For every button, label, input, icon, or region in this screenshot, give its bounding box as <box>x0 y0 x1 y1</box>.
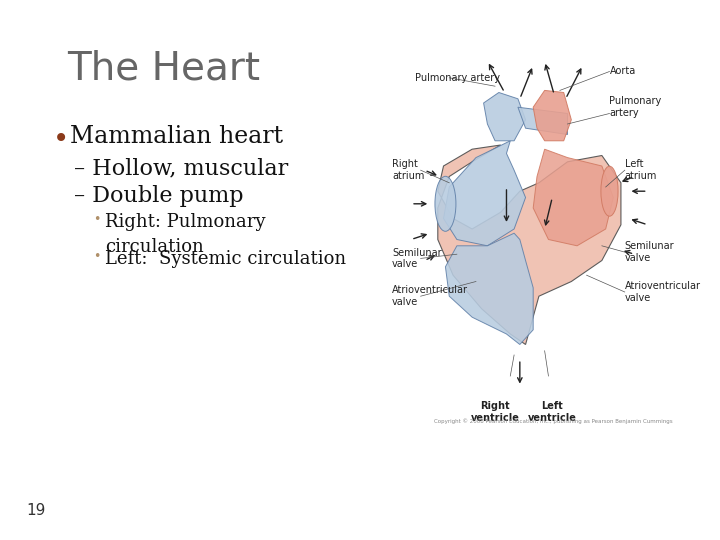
Polygon shape <box>446 233 534 345</box>
Text: Right
ventricle: Right ventricle <box>471 401 519 423</box>
Ellipse shape <box>601 166 618 216</box>
Text: Right: Pulmonary
circulation: Right: Pulmonary circulation <box>105 213 266 256</box>
Text: Copyright © 2008 Pearson Education, Inc., publishing as Pearson Benjamin Cumming: Copyright © 2008 Pearson Education, Inc.… <box>434 418 672 424</box>
Text: Atrioventricular
valve: Atrioventricular valve <box>625 281 701 303</box>
Ellipse shape <box>435 176 456 231</box>
Text: Semilunar
valve: Semilunar valve <box>392 248 441 269</box>
Polygon shape <box>444 141 526 246</box>
Polygon shape <box>518 107 567 134</box>
Text: Left
ventricle: Left ventricle <box>528 401 577 423</box>
Text: •: • <box>53 125 68 153</box>
Text: Left:  Systemic circulation: Left: Systemic circulation <box>105 250 346 268</box>
Text: – Double pump: – Double pump <box>74 185 244 207</box>
Text: The Heart: The Heart <box>67 50 260 88</box>
Text: Mammalian heart: Mammalian heart <box>70 125 283 148</box>
Polygon shape <box>534 149 613 246</box>
Text: – Hollow, muscular: – Hollow, muscular <box>74 157 289 179</box>
Polygon shape <box>534 90 572 141</box>
Text: 19: 19 <box>27 503 46 518</box>
Text: •: • <box>94 250 101 263</box>
Text: Aorta: Aorta <box>610 66 636 77</box>
Text: Left
atrium: Left atrium <box>625 159 657 181</box>
Text: Semilunar
valve: Semilunar valve <box>625 241 675 263</box>
Text: •: • <box>94 213 101 226</box>
FancyBboxPatch shape <box>0 0 690 540</box>
Text: Pulmonary artery: Pulmonary artery <box>415 73 500 83</box>
Polygon shape <box>484 92 526 141</box>
Text: Right
atrium: Right atrium <box>392 159 424 181</box>
Text: Atrioventricular
valve: Atrioventricular valve <box>392 286 468 307</box>
Polygon shape <box>438 145 621 345</box>
Text: Pulmonary
artery: Pulmonary artery <box>610 97 662 118</box>
